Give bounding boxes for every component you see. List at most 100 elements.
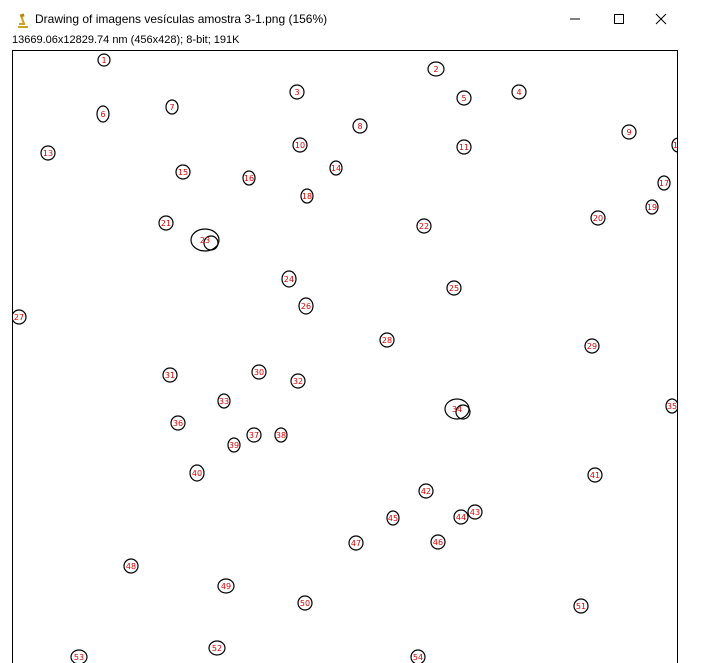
vesicle-roi: 16 (242, 170, 256, 186)
vesicle-roi: 18 (300, 188, 314, 204)
vesicle-outline (352, 118, 368, 134)
vesicle-outline (300, 188, 314, 204)
vesicle-label: 39 (229, 441, 239, 450)
vesicle-outline (175, 164, 191, 180)
vesicle-label: 33 (219, 397, 229, 406)
vesicle-outline (190, 228, 220, 252)
vesicle-roi: 13 (40, 145, 56, 161)
vesicle-outline (456, 139, 472, 155)
vesicle-roi: 35 (665, 398, 677, 414)
vesicle-label: 21 (161, 219, 171, 228)
vesicle-outline (97, 53, 111, 67)
vesicle-label: 2 (433, 65, 438, 74)
vesicle-roi: 38 (274, 427, 288, 443)
vesicle-roi: 2 (427, 61, 445, 77)
vesicle-label: 36 (173, 419, 183, 428)
vesicle-label: 16 (244, 174, 254, 183)
vesicle-roi: 41 (587, 467, 603, 483)
vesicle-roi: 26 (298, 297, 314, 315)
vesicle-label: 32 (293, 377, 303, 386)
vesicle-outline (329, 160, 343, 176)
vesicle-roi: 7 (165, 99, 179, 115)
vesicle-outline (292, 137, 308, 153)
image-canvas[interactable]: 1234567891011121314151617181920212223242… (12, 50, 678, 663)
vesicle-outline (587, 467, 603, 483)
vesicle-outline (455, 404, 471, 420)
vesicle-outline (621, 124, 637, 140)
vesicle-outline (290, 373, 306, 389)
vesicle-label: 46 (433, 538, 443, 547)
vesicle-roi: 50 (297, 595, 313, 611)
vesicle-label: 49 (221, 582, 231, 591)
vesicle-label: 29 (587, 342, 597, 351)
close-button[interactable] (639, 5, 683, 33)
vesicle-roi: 42 (418, 483, 434, 499)
vesicle-label: 40 (192, 469, 202, 478)
vesicle-roi: 51 (573, 598, 589, 614)
vesicle-roi: 24 (281, 270, 297, 288)
vesicle-label: 31 (165, 371, 175, 380)
vesicle-roi: 1 (97, 53, 111, 67)
vesicle-roi: 4 (511, 84, 527, 100)
vesicle-outline (246, 427, 262, 443)
vesicle-label: 14 (331, 164, 341, 173)
vesicle-outline (297, 595, 313, 611)
vesicle-roi: 40 (189, 464, 205, 482)
vesicle-label: 18 (302, 192, 312, 201)
vesicle-outline (430, 534, 446, 550)
title-bar[interactable]: Drawing of imagens vesículas amostra 3-1… (0, 0, 710, 34)
vesicle-roi: 48 (123, 558, 139, 574)
vesicle-outline (671, 137, 677, 153)
vesicle-roi: 27 (13, 309, 27, 325)
vesicle-roi: 20 (590, 210, 606, 226)
vesicle-outline (665, 398, 677, 414)
vesicle-roi: 17 (657, 175, 671, 191)
vesicle-label: 10 (295, 141, 305, 150)
vesicle-outline (203, 235, 219, 251)
vesicle-label: 9 (626, 128, 631, 137)
minimize-button[interactable] (553, 5, 597, 33)
vesicle-label: 50 (300, 599, 310, 608)
vesicle-label: 51 (576, 602, 586, 611)
vesicle-roi: 19 (645, 199, 659, 215)
vesicle-roi: 32 (290, 373, 306, 389)
maximize-icon (614, 14, 624, 24)
vesicle-label: 17 (659, 179, 669, 188)
vesicle-label: 47 (351, 539, 361, 548)
vesicle-label: 6 (100, 110, 105, 119)
vesicle-outline (242, 170, 256, 186)
vesicle-outline (189, 464, 205, 482)
vesicle-roi: 8 (352, 118, 368, 134)
vesicle-label: 35 (667, 402, 677, 411)
vesicle-roi: 14 (329, 160, 343, 176)
vesicle-outline (418, 483, 434, 499)
vesicle-outline (123, 558, 139, 574)
vesicle-outline (379, 332, 395, 348)
vesicle-outline (170, 415, 186, 431)
vesicle-outline (657, 175, 671, 191)
vesicle-roi: 47 (348, 535, 364, 551)
vesicle-roi: 53 (70, 649, 88, 663)
vesicle-outline (289, 84, 305, 100)
vesicle-roi: 23 (190, 228, 220, 252)
vesicle-label: 37 (249, 431, 259, 440)
vesicle-roi: 9 (621, 124, 637, 140)
vesicle-roi: 37 (246, 427, 262, 443)
vesicle-outline (416, 218, 432, 234)
vesicle-outline (511, 84, 527, 100)
vesicle-outline (158, 215, 174, 231)
vesicle-roi: 29 (584, 338, 600, 354)
vesicle-label: 25 (449, 284, 459, 293)
vesicle-outline (590, 210, 606, 226)
vesicle-label: 7 (169, 103, 174, 112)
maximize-button[interactable] (597, 5, 641, 33)
vesicle-label: 30 (254, 368, 264, 377)
vesicle-roi: 31 (162, 367, 178, 383)
vesicle-label: 45 (388, 514, 398, 523)
vesicle-outline (13, 309, 27, 325)
vesicle-roi: 15 (175, 164, 191, 180)
vesicle-outline (227, 437, 241, 453)
vesicle-outline (281, 270, 297, 288)
window-title: Drawing of imagens vesículas amostra 3-1… (35, 12, 328, 26)
vesicle-label: 42 (421, 487, 431, 496)
